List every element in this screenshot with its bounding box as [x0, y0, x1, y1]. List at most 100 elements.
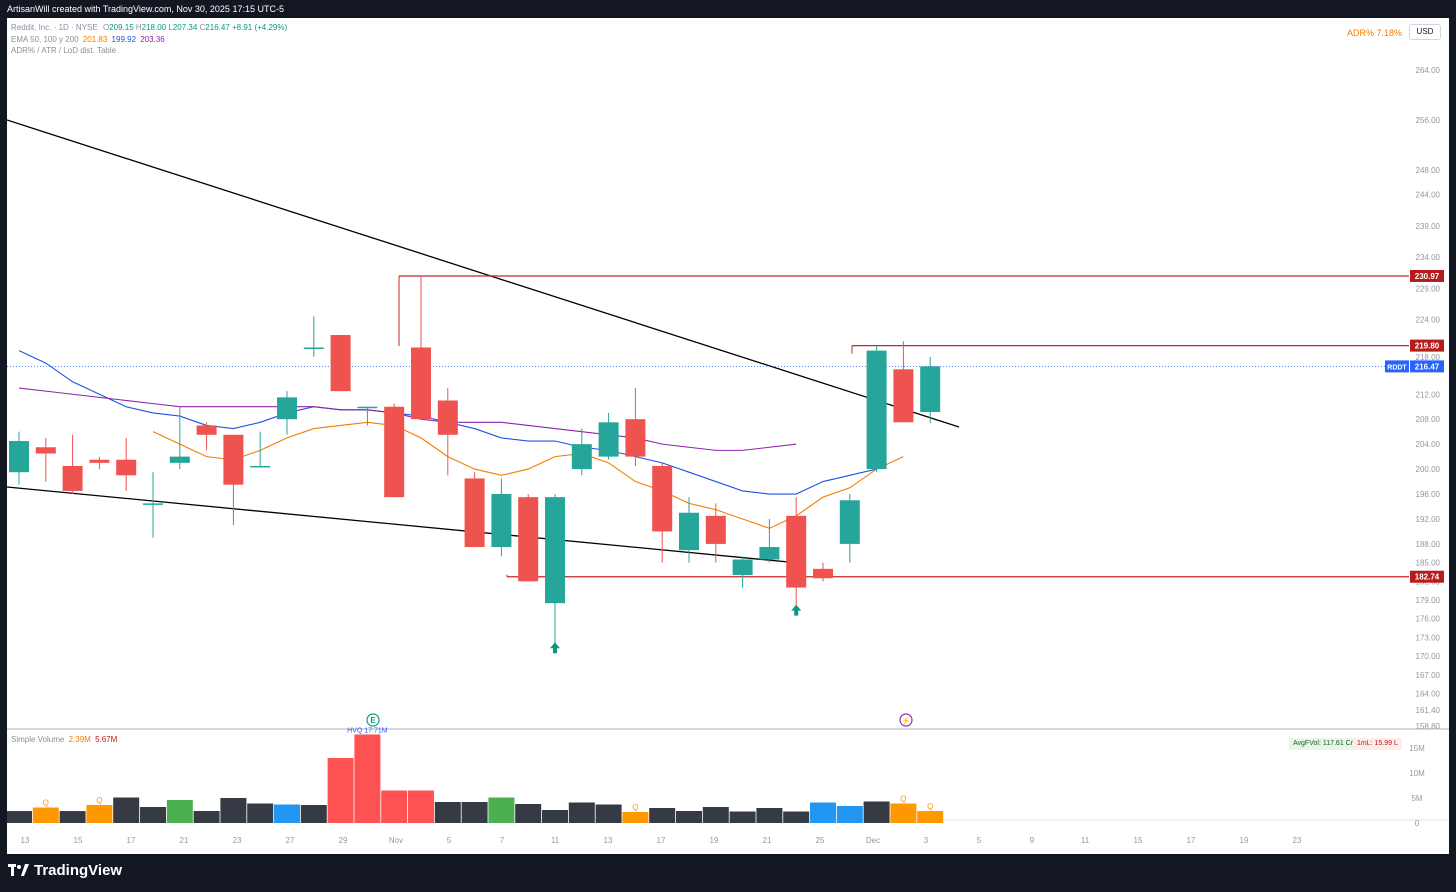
x-tick-label: 15: [74, 836, 83, 845]
volume-bar: [595, 804, 622, 823]
one-ml-cell: 1mL: 15.99 L: [1353, 738, 1402, 750]
candle-body: [893, 369, 914, 423]
candle-body: [920, 366, 941, 413]
x-tick-label: 11: [551, 836, 560, 845]
candle-body: [866, 350, 887, 470]
currency-label: USD: [1416, 27, 1434, 36]
volume-bar: [783, 811, 810, 823]
y-tick-label: 218.00: [1416, 353, 1441, 362]
legend-l-label: L: [168, 23, 173, 32]
last-price-badge: [1410, 360, 1444, 373]
y-tick-label: 234.00: [1416, 253, 1441, 262]
y-tick-label: 158.80: [1416, 722, 1441, 731]
volume-bar: [542, 810, 568, 823]
legend-h: 218.00: [141, 23, 167, 32]
currency-button[interactable]: USD: [1409, 24, 1441, 40]
x-tick-label: 23: [1293, 836, 1302, 845]
volume-bar: [220, 798, 247, 823]
volume-bar: [247, 803, 274, 823]
one-ml-text: 1mL: 15.99 L: [1357, 740, 1398, 747]
x-tick-label: 5: [977, 836, 982, 845]
legend-change: +8.91 (+4.29%): [232, 23, 288, 32]
price-chart[interactable]: 264.00 256.00 248.00 244.00 239.00 234.00 229.…: [7, 18, 1449, 854]
legend-ema-label: EMA 50, 100 y 200: [11, 35, 79, 44]
volume-bar: [7, 811, 32, 823]
y-tick-label: 167.00: [1416, 671, 1441, 680]
quarter-marker: Q: [900, 795, 906, 804]
y-tick-label: 188.00: [1416, 540, 1441, 549]
x-tick-label: 29: [339, 836, 348, 845]
x-tick-label: 23: [233, 836, 242, 845]
volume-tick-label: 0: [1415, 819, 1420, 828]
legend-c: 216.47: [205, 23, 230, 32]
x-tick-label: 21: [180, 836, 189, 845]
volume-value-2: 5.67M: [95, 735, 118, 744]
candle-body: [464, 478, 485, 548]
quarter-marker: Q: [632, 803, 638, 812]
buy-arrow-icon: [791, 604, 802, 616]
y-tick-label: 239.00: [1416, 222, 1441, 231]
volume-bar: [810, 802, 836, 823]
candle-body: [277, 397, 297, 420]
tradingview-logo[interactable]: TradingView: [8, 862, 122, 879]
x-tick-label: 15: [1134, 836, 1143, 845]
quarter-marker: Q: [96, 796, 102, 805]
x-tick-label: Dec: [866, 836, 880, 845]
hvq-label: HVQ 17.71M: [347, 727, 388, 734]
ema200-line: [152, 421, 904, 529]
y-tick-label: 208.00: [1416, 415, 1441, 424]
y-tick-label: 229.00: [1416, 284, 1441, 293]
tradingview-brand: TradingView: [34, 862, 123, 879]
ema100-line: [18, 387, 797, 451]
x-tick-label: 13: [604, 836, 613, 845]
candle-body: [732, 559, 753, 576]
candle-body: [652, 465, 673, 532]
y-tick-label: 248.00: [1416, 166, 1441, 175]
candle-body: [35, 447, 56, 454]
legend-adr-table-label: ADR% / ATR / LoD dist. Table: [11, 46, 117, 55]
x-tick-label: 27: [286, 836, 295, 845]
x-tick-label: 21: [763, 836, 772, 845]
y-tick-label: 204.00: [1416, 440, 1441, 449]
adr-readout: ADR% 7.18%: [1347, 28, 1402, 38]
volume-bar: [863, 801, 890, 823]
chart-frame[interactable]: 264.00 256.00 248.00 244.00 239.00 234.00 229.…: [7, 18, 1449, 854]
level-price-badge: [1410, 339, 1444, 352]
legend-ema: EMA 50, 100 y 200 201.83 199.92 203.36: [11, 35, 165, 44]
volume-bar: [676, 811, 702, 823]
candle-body: [518, 497, 539, 582]
candle-body: [250, 465, 271, 468]
legend-o: 209.15: [109, 23, 134, 32]
x-tick-label: 3: [924, 836, 929, 845]
volume-tick-label: 5M: [1411, 794, 1422, 803]
volume-bar: [354, 734, 381, 823]
footer-bar: TradingView: [0, 854, 1456, 892]
legend-symbol: Reddit, Inc. · 1D · NYSE: [11, 23, 98, 32]
volume-bar: [166, 800, 193, 823]
candle-body: [116, 459, 137, 476]
adr-value: 7.18%: [1376, 28, 1403, 38]
volume-value-1: 2.39M: [68, 735, 91, 744]
y-tick-label: 173.00: [1416, 633, 1441, 642]
volume-bar: [488, 797, 515, 823]
volume-bar: [890, 803, 917, 823]
level-price-badge: [1410, 269, 1444, 282]
level-price-text: 182.74: [1415, 573, 1440, 582]
volume-bar: [729, 811, 756, 823]
volume-bar: [515, 804, 542, 823]
y-tick-label: 196.00: [1416, 490, 1441, 499]
volume-bar: [917, 811, 944, 823]
volume-legend: Simple Volume 2.39M 5.67M: [11, 735, 117, 744]
candle-body: [437, 400, 458, 435]
volume-bar: [274, 804, 300, 823]
legend-ohlc: Reddit, Inc. · 1D · NYSE O209.15 H218.00…: [11, 23, 287, 32]
avg-vol-cell: AvgFVol: 117.61 Cr: [1289, 738, 1358, 750]
volume-bar: [434, 802, 461, 823]
candle-body: [223, 434, 244, 485]
legend-ema100-value: 199.92: [111, 35, 137, 44]
earnings-icon: [366, 713, 380, 727]
upper-trendline: [7, 119, 960, 428]
volume-bar: [408, 790, 434, 823]
candle-body: [786, 515, 807, 588]
volume-bar: [649, 808, 676, 823]
